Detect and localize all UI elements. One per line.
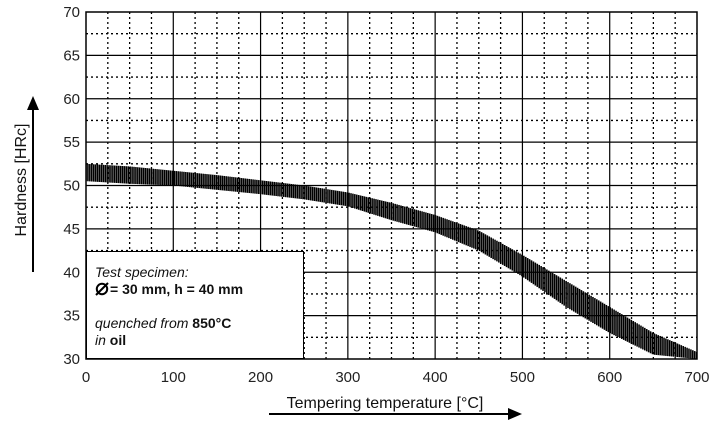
legend-line-dimensions: = 30 mm, h = 40 mm [95, 281, 303, 298]
legend-line-quench: quenched from 850°C [95, 315, 303, 332]
x-tick-label: 300 [335, 369, 360, 386]
y-tick-label: 55 [63, 134, 80, 151]
legend-medium-oil: oil [109, 332, 127, 348]
x-axis-title: Tempering temperature [°C] [287, 395, 484, 412]
x-tick-labels: 0 100 200 300 400 500 600 700 [82, 369, 710, 386]
legend-quench-temp: 850°C [192, 315, 232, 331]
legend-quench-text: quenched from [95, 315, 189, 331]
plot-frame [85, 11, 698, 360]
y-tick-label: 35 [63, 308, 80, 325]
y-tick-label: 60 [63, 91, 80, 108]
x-tick-label: 400 [423, 369, 448, 386]
x-tick-label: 600 [597, 369, 622, 386]
x-tick-label: 0 [82, 369, 90, 386]
x-tick-label: 700 [684, 369, 709, 386]
y-tick-label: 65 [63, 47, 80, 64]
y-tick-label: 30 [63, 351, 80, 368]
x-axis-arrowhead [508, 408, 522, 420]
y-axis-title: Hardness [HRc] [13, 124, 30, 237]
x-tick-label: 500 [510, 369, 535, 386]
legend-line-medium: in oil [95, 332, 303, 349]
x-axis-title-group: Tempering temperature [°C] [269, 393, 522, 420]
legend-medium-in: in [95, 332, 106, 348]
y-axis-arrowhead [27, 96, 39, 110]
specimen-legend: Test specimen: = 30 mm, h = 40 mm quench… [86, 251, 304, 359]
y-tick-label: 50 [63, 178, 80, 195]
y-tick-labels: 30 35 40 45 50 55 60 65 70 [63, 4, 80, 368]
x-tick-label: 100 [161, 369, 186, 386]
y-axis-title-group: Hardness [HRc] [13, 96, 39, 272]
x-tick-label: 200 [248, 369, 273, 386]
y-tick-label: 40 [63, 264, 80, 281]
y-tick-label: 70 [63, 4, 80, 21]
hardness-band [86, 163, 697, 359]
legend-dimensions-text: = 30 mm, h = 40 mm [110, 281, 244, 297]
y-tick-label: 45 [63, 221, 80, 238]
grid [86, 12, 697, 359]
x-axis-title-bg [272, 393, 500, 412]
legend-line-specimen: Test specimen: [95, 264, 189, 280]
diameter-icon [95, 282, 109, 296]
